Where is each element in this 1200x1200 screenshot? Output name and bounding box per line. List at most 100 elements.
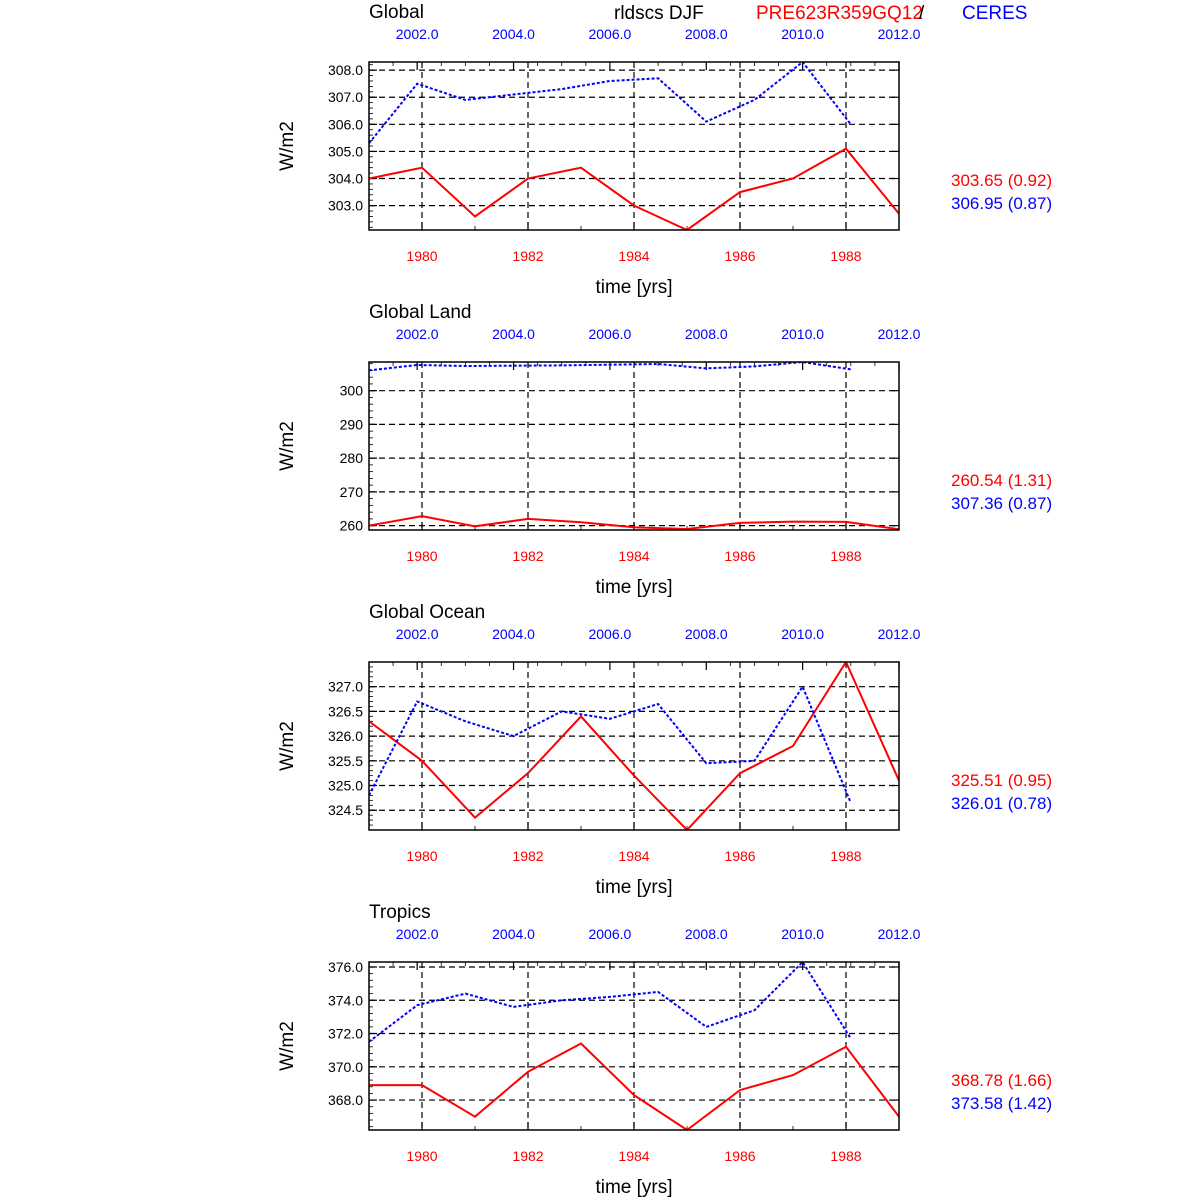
model-x-tick-label: 1982 bbox=[512, 548, 543, 564]
y-tick-label: 374.0 bbox=[328, 992, 363, 1008]
obs-x-tick-label: 2002.0 bbox=[396, 26, 439, 42]
obs-x-tick-label: 2010.0 bbox=[781, 626, 824, 642]
model-x-tick-label: 1984 bbox=[618, 248, 649, 264]
stat-model: 303.65 (0.92) bbox=[951, 171, 1052, 190]
y-tick-label: 290 bbox=[340, 416, 364, 432]
obs-x-tick-label: 2004.0 bbox=[492, 26, 535, 42]
stat-obs: 306.95 (0.87) bbox=[951, 194, 1052, 213]
y-tick-label: 376.0 bbox=[328, 959, 363, 975]
y-tick-label: 270 bbox=[340, 484, 364, 500]
y-tick-label: 324.5 bbox=[328, 802, 363, 818]
panel-1: Global 303.0 304.0 305.0 306.0 307.0 308.0 1980… bbox=[277, 2, 1052, 298]
y-tick-label: 304.0 bbox=[328, 171, 363, 187]
y-tick-label: 325.0 bbox=[328, 778, 363, 794]
model-series-line bbox=[369, 515, 899, 530]
panel-title: Global Ocean bbox=[369, 602, 485, 623]
x-axis-label: time [yrs] bbox=[595, 1177, 672, 1198]
panels: Global 303.0 304.0 305.0 306.0 307.0 308.0 1980… bbox=[277, 2, 1052, 1198]
plot-frame bbox=[368, 961, 900, 1131]
header-model-name: PRE623R359GQ12 bbox=[756, 3, 923, 24]
panel-title: Global Land bbox=[369, 302, 471, 323]
obs-x-tick-label: 2004.0 bbox=[492, 326, 535, 342]
y-axis-label: W/m2 bbox=[277, 721, 298, 771]
y-axis-label: W/m2 bbox=[277, 121, 298, 171]
obs-x-tick-label: 2006.0 bbox=[588, 926, 631, 942]
model-series-line bbox=[369, 662, 899, 830]
y-tick-label: 326.0 bbox=[328, 728, 363, 744]
obs-x-tick-label: 2010.0 bbox=[781, 26, 824, 42]
obs-x-tick-label: 2002.0 bbox=[396, 326, 439, 342]
y-tick-label: 368.0 bbox=[328, 1092, 363, 1108]
model-x-tick-label: 1988 bbox=[830, 848, 861, 864]
obs-x-tick-label: 2006.0 bbox=[588, 626, 631, 642]
model-x-tick-label: 1984 bbox=[618, 548, 649, 564]
obs-x-tick-label: 2008.0 bbox=[685, 926, 728, 942]
model-x-tick-label: 1988 bbox=[830, 248, 861, 264]
obs-series-line bbox=[369, 362, 851, 372]
model-x-tick-label: 1982 bbox=[512, 848, 543, 864]
panel-2: Global Land 260 270 280 290 300 1980 1982 1984 19… bbox=[277, 302, 1052, 598]
obs-x-tick-label: 2006.0 bbox=[588, 26, 631, 42]
y-tick-label: 280 bbox=[340, 450, 364, 466]
plot-frame bbox=[368, 661, 900, 831]
stat-model: 260.54 (1.31) bbox=[951, 471, 1052, 490]
panel-4: Tropics 368.0 370.0 372.0 374.0 376.0 1980 1982… bbox=[277, 902, 1052, 1198]
obs-series-line bbox=[369, 62, 852, 144]
model-x-tick-label: 1984 bbox=[618, 1148, 649, 1164]
obs-x-tick-label: 2012.0 bbox=[878, 626, 921, 642]
model-x-tick-label: 1980 bbox=[406, 548, 437, 564]
obs-x-tick-label: 2012.0 bbox=[878, 326, 921, 342]
obs-x-tick-label: 2010.0 bbox=[781, 926, 824, 942]
obs-x-tick-label: 2012.0 bbox=[878, 26, 921, 42]
model-series-line bbox=[369, 1042, 899, 1130]
model-x-tick-label: 1980 bbox=[406, 848, 437, 864]
panel-title: Global bbox=[369, 2, 424, 23]
model-x-tick-label: 1986 bbox=[724, 548, 755, 564]
obs-x-tick-label: 2012.0 bbox=[878, 926, 921, 942]
obs-x-tick-label: 2004.0 bbox=[492, 626, 535, 642]
x-axis-label: time [yrs] bbox=[595, 277, 672, 298]
y-axis-label: W/m2 bbox=[277, 421, 298, 471]
obs-x-tick-label: 2008.0 bbox=[685, 326, 728, 342]
model-x-tick-label: 1986 bbox=[724, 248, 755, 264]
plot-frame bbox=[368, 61, 900, 231]
stat-model: 325.51 (0.95) bbox=[951, 771, 1052, 790]
model-x-tick-label: 1986 bbox=[724, 1148, 755, 1164]
y-axis-label: W/m2 bbox=[277, 1021, 298, 1071]
obs-x-tick-label: 2008.0 bbox=[685, 26, 728, 42]
obs-x-tick-label: 2006.0 bbox=[588, 326, 631, 342]
y-tick-label: 308.0 bbox=[328, 62, 363, 78]
obs-x-tick-label: 2010.0 bbox=[781, 326, 824, 342]
stat-obs: 373.58 (1.42) bbox=[951, 1094, 1052, 1113]
panel-title: Tropics bbox=[369, 902, 431, 923]
y-tick-label: 372.0 bbox=[328, 1026, 363, 1042]
stat-model: 368.78 (1.66) bbox=[951, 1071, 1052, 1090]
panel-3: Global Ocean 324.5 325.0 325.5 326.0 326.5 327… bbox=[277, 602, 1052, 898]
model-x-tick-label: 1986 bbox=[724, 848, 755, 864]
model-x-tick-label: 1980 bbox=[406, 248, 437, 264]
x-axis-label: time [yrs] bbox=[595, 877, 672, 898]
obs-x-tick-label: 2002.0 bbox=[396, 926, 439, 942]
header-obs-name: CERES bbox=[962, 3, 1027, 24]
header-variable: rldscs DJF bbox=[614, 3, 704, 24]
stat-obs: 326.01 (0.78) bbox=[951, 794, 1052, 813]
obs-x-tick-label: 2004.0 bbox=[492, 926, 535, 942]
model-x-tick-label: 1984 bbox=[618, 848, 649, 864]
obs-series-line bbox=[369, 684, 852, 804]
obs-x-tick-label: 2002.0 bbox=[396, 626, 439, 642]
y-tick-label: 327.0 bbox=[328, 679, 363, 695]
y-tick-label: 303.0 bbox=[328, 198, 363, 214]
stat-obs: 307.36 (0.87) bbox=[951, 494, 1052, 513]
model-x-tick-label: 1982 bbox=[512, 1148, 543, 1164]
obs-series-line bbox=[369, 962, 852, 1043]
model-x-tick-label: 1988 bbox=[830, 1148, 861, 1164]
y-tick-label: 300 bbox=[340, 383, 364, 399]
y-tick-label: 307.0 bbox=[328, 89, 363, 105]
model-series-line bbox=[369, 147, 899, 230]
y-tick-label: 305.0 bbox=[328, 143, 363, 159]
x-axis-label: time [yrs] bbox=[595, 577, 672, 598]
model-x-tick-label: 1980 bbox=[406, 1148, 437, 1164]
model-x-tick-label: 1988 bbox=[830, 548, 861, 564]
y-tick-label: 325.5 bbox=[328, 753, 363, 769]
